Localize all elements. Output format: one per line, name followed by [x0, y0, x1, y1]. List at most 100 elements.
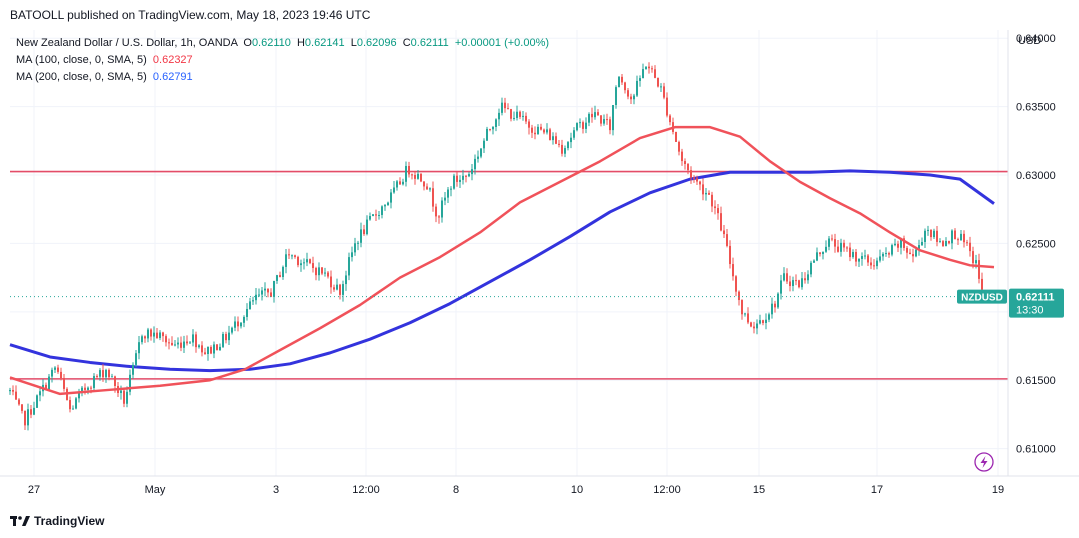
- time-tick-label: 3: [273, 484, 279, 496]
- candle-body: [864, 255, 866, 257]
- candle-body: [930, 229, 932, 238]
- candle-body: [54, 367, 56, 370]
- candle-body: [246, 308, 248, 317]
- candle-body: [327, 272, 329, 277]
- candle-body: [204, 352, 206, 355]
- candle-body: [552, 136, 554, 141]
- candle-body: [816, 252, 818, 261]
- candle-body: [495, 119, 497, 127]
- candle-body: [705, 192, 707, 195]
- candle-body: [579, 122, 581, 124]
- candle-body: [90, 387, 92, 389]
- candle-body: [378, 214, 380, 216]
- candle-body: [441, 200, 443, 218]
- legend-o-key: O: [243, 37, 252, 49]
- candle-body: [951, 230, 953, 244]
- candle-body: [387, 202, 389, 206]
- candle-body: [39, 391, 41, 396]
- candle-body: [444, 197, 446, 201]
- candle-body: [300, 263, 302, 266]
- candle-body: [291, 255, 293, 257]
- candle-body: [162, 332, 164, 337]
- candle-body: [543, 129, 545, 133]
- candle-body: [831, 238, 833, 240]
- candle-body: [747, 313, 749, 323]
- candle-body: [363, 229, 365, 235]
- candle-body: [87, 387, 89, 390]
- candle-body: [741, 300, 743, 315]
- candle-body: [75, 398, 77, 409]
- candle-body: [921, 241, 923, 246]
- candle-body: [228, 332, 230, 341]
- candle-body: [135, 353, 137, 365]
- candle-body: [813, 260, 815, 263]
- candle-body: [72, 408, 74, 410]
- candle-body: [576, 123, 578, 131]
- candle-body: [894, 243, 896, 246]
- candle-body: [699, 181, 701, 185]
- candle-body: [237, 321, 239, 327]
- legend-high: 0.62141: [304, 37, 345, 49]
- candle-body: [210, 346, 212, 354]
- plot-area: [10, 30, 1008, 476]
- candle-body: [888, 253, 890, 255]
- candle-body: [669, 115, 671, 123]
- candle-body: [339, 284, 341, 295]
- candle-body: [282, 266, 284, 278]
- candle-body: [546, 129, 548, 133]
- candle-body: [78, 393, 80, 399]
- candle-body: [276, 275, 278, 281]
- candle-body: [504, 102, 506, 109]
- candle-body: [642, 69, 644, 79]
- price-tick-label: 0.61500: [1016, 375, 1056, 387]
- time-tick-label: 17: [871, 484, 883, 496]
- candle-body: [297, 256, 299, 266]
- candle-body: [591, 113, 593, 118]
- candle-body: [660, 86, 662, 88]
- candle-body: [333, 287, 335, 290]
- candle-body: [222, 333, 224, 347]
- candle-body: [945, 241, 947, 246]
- candle-body: [144, 336, 146, 339]
- candle-body: [342, 284, 344, 295]
- ma200-layer: [9, 169, 995, 373]
- candle-body: [789, 281, 791, 287]
- candle-body: [549, 129, 551, 141]
- price-tick-label: 0.61000: [1016, 444, 1056, 456]
- candle-body: [480, 148, 482, 157]
- candle-body: [390, 192, 392, 203]
- time-tick-label: May: [145, 484, 166, 496]
- candle-body: [870, 262, 872, 266]
- candle-body: [309, 259, 311, 264]
- legend-ma100-row: MA (100, close, 0, SMA, 5) 0.62327: [16, 52, 549, 69]
- ma200-line: [9, 169, 995, 373]
- price-axis-unit: USD: [1018, 35, 1041, 47]
- candle-body: [954, 230, 956, 240]
- candle-body: [792, 280, 794, 287]
- candle-body: [21, 404, 23, 411]
- time-tick-label: 27: [28, 484, 40, 496]
- candle-body: [303, 262, 305, 264]
- candle-body: [627, 90, 629, 97]
- candle-body: [810, 262, 812, 275]
- candle-body: [345, 275, 347, 285]
- candle-body: [711, 194, 713, 207]
- candle-body: [615, 87, 617, 106]
- candle-body: [132, 364, 134, 375]
- price-chart[interactable]: 0.610000.615000.620000.625000.630000.635…: [0, 30, 1079, 508]
- time-tick-label: 8: [453, 484, 459, 496]
- candle-body: [396, 181, 398, 188]
- countdown-timer: 13:30: [1016, 305, 1044, 317]
- candle-body: [690, 170, 692, 178]
- candle-body: [795, 280, 797, 282]
- candle-body: [216, 344, 218, 351]
- candle-body: [969, 242, 971, 252]
- candle-body: [492, 126, 494, 130]
- candle-body: [837, 246, 839, 252]
- candle-body: [528, 121, 530, 128]
- candle-body: [294, 255, 296, 257]
- candle-body: [720, 213, 722, 231]
- candle-body: [201, 345, 203, 353]
- candle-body: [966, 242, 968, 244]
- tradingview-logo[interactable]: TradingView: [10, 512, 104, 530]
